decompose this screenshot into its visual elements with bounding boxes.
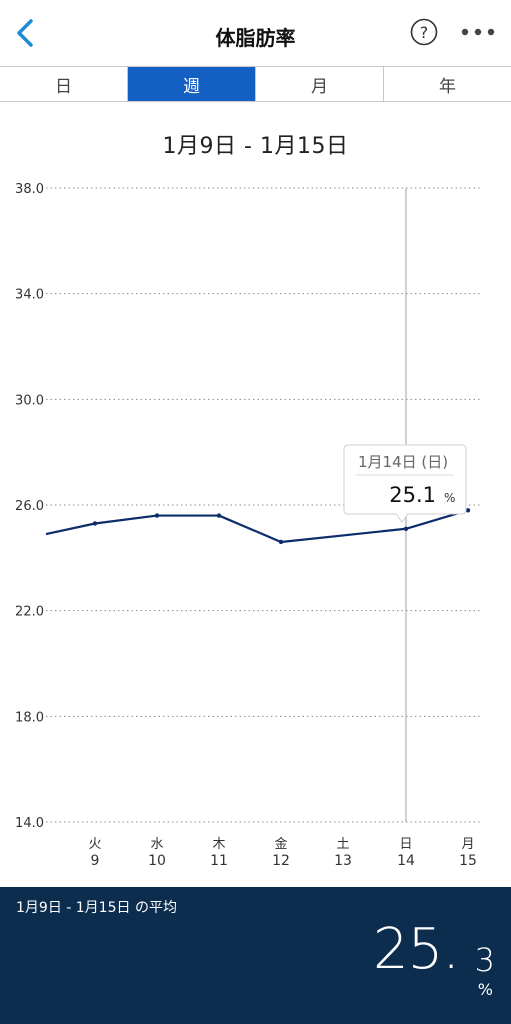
tooltip-box <box>343 444 467 523</box>
more-options-icon[interactable] <box>460 26 496 38</box>
tab-year[interactable]: 年 <box>439 76 456 97</box>
average-value-integer: 25. <box>372 917 460 982</box>
tab-day[interactable]: 日 <box>0 67 128 101</box>
help-icon[interactable]: ? <box>410 18 438 46</box>
y-tick-label: 18.0 <box>15 710 44 725</box>
tooltip-date: 1月14日 (日) <box>358 453 448 471</box>
x-tick-date: 15 <box>459 853 477 869</box>
x-tick-day: 木 <box>212 837 225 852</box>
average-unit: % <box>477 980 493 999</box>
page-title: 体脂肪率 <box>215 26 296 50</box>
tooltip-unit: % <box>444 491 455 505</box>
x-tick-date: 14 <box>397 853 415 869</box>
body-fat-line-chart[interactable]: 38.0 34.0 30.0 26.0 22.0 18.0 14.0 火9 水10 木11 金12 土… <box>0 170 511 870</box>
x-tick-date: 11 <box>210 853 228 869</box>
y-tick-label: 34.0 <box>15 288 44 303</box>
y-tick-label: 38.0 <box>15 182 44 197</box>
data-point <box>278 539 284 545</box>
data-point <box>216 513 222 518</box>
y-tick-label: 14.0 <box>15 816 44 831</box>
x-tick-date: 9 <box>91 853 100 869</box>
y-tick-label: 26.0 <box>15 499 44 514</box>
x-tick-date: 13 <box>334 853 352 869</box>
chevron-left-icon[interactable] <box>10 16 44 50</box>
x-tick-date: 12 <box>272 853 290 869</box>
y-tick-label: 30.0 <box>15 393 44 408</box>
value-tooltip: 1月14日 (日) 25.1% <box>343 444 467 523</box>
x-tick-day: 月 <box>461 837 474 852</box>
average-value-decimal: 3 <box>474 941 495 979</box>
x-tick-day: 土 <box>336 837 349 852</box>
x-tick-day: 金 <box>274 836 287 852</box>
tab-week[interactable]: 週 <box>128 67 256 101</box>
x-tick-day: 水 <box>150 837 163 852</box>
x-tick-day: 日 <box>399 837 412 852</box>
app-header: 体脂肪率 ? <box>0 0 511 66</box>
data-point <box>154 513 160 518</box>
data-point <box>465 508 471 513</box>
y-tick-label: 22.0 <box>15 605 44 620</box>
svg-text:?: ? <box>420 23 429 42</box>
period-tabs: 日 週 月 年 <box>0 66 511 102</box>
average-label: 1月9日 - 1月15日 の平均 <box>16 900 177 916</box>
data-point <box>403 526 409 531</box>
data-point <box>92 521 98 526</box>
x-tick-day: 火 <box>88 837 101 852</box>
date-range-title: 1月9日 - 1月15日 <box>162 134 349 159</box>
tab-month[interactable]: 月 <box>256 67 384 101</box>
average-panel: 1月9日 - 1月15日 の平均 25. 3 % <box>0 887 511 1024</box>
x-tick-date: 10 <box>148 853 166 869</box>
tooltip-value: 25.1 <box>389 483 436 507</box>
